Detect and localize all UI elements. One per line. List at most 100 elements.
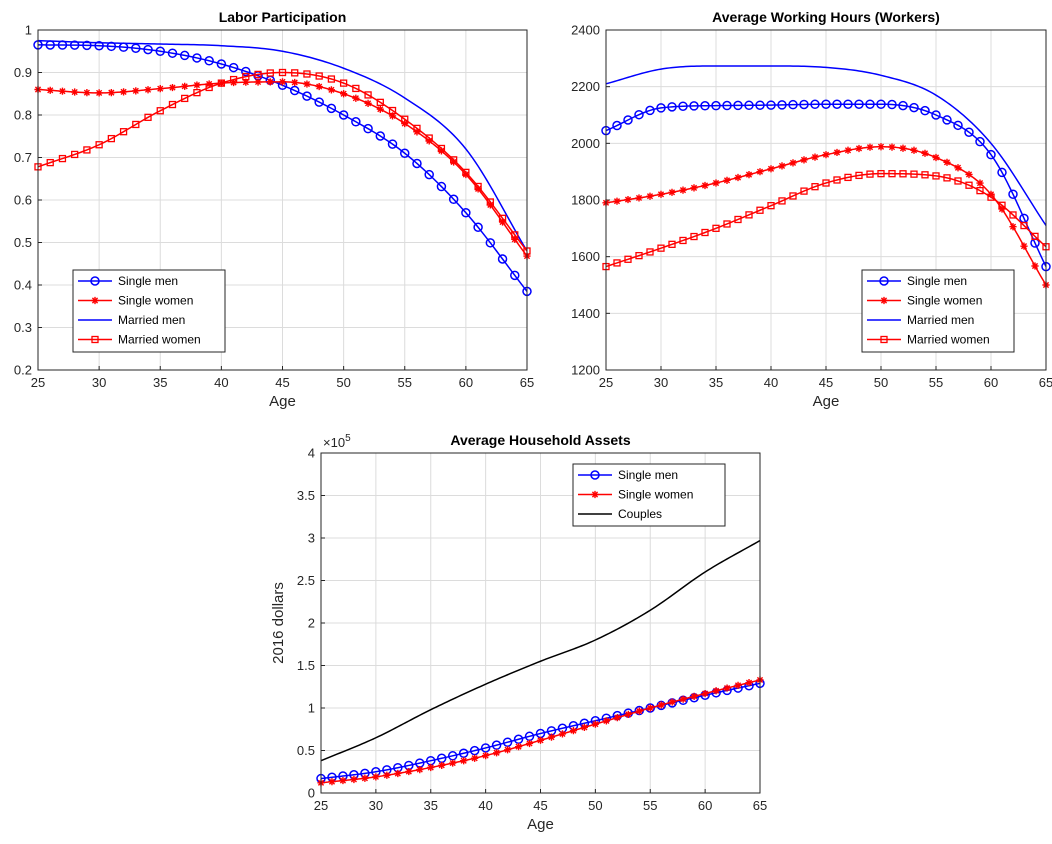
y-tick-label: 4 <box>308 446 315 461</box>
x-axis-label: Age <box>813 393 840 410</box>
data-point-marker <box>811 153 819 161</box>
data-point-marker <box>854 99 864 109</box>
data-point-marker <box>291 69 299 77</box>
data-point-marker <box>339 79 348 87</box>
data-point-marker <box>167 48 178 58</box>
series-line <box>37 39 528 252</box>
data-point-marker <box>898 100 908 111</box>
data-point-marker <box>241 66 251 77</box>
x-tick-label: 55 <box>643 798 657 813</box>
data-point-marker <box>95 89 103 97</box>
data-point-marker <box>107 134 115 143</box>
data-point-marker <box>482 752 490 760</box>
data-point-marker <box>833 148 841 157</box>
data-point-marker <box>844 146 852 154</box>
y-tick-label: 0.2 <box>14 363 32 378</box>
y-tick-label: 2200 <box>571 79 600 94</box>
legend-marker <box>91 296 99 305</box>
data-point-marker <box>315 72 323 80</box>
data-point-marker <box>216 59 227 69</box>
legend-label: Single men <box>907 274 967 288</box>
data-point-marker <box>328 778 336 786</box>
data-point-marker <box>910 170 918 178</box>
data-point-marker <box>733 100 743 111</box>
data-point-marker <box>339 776 347 785</box>
data-point-marker <box>254 78 262 86</box>
legend-item: Married men <box>78 313 185 327</box>
data-point-marker <box>866 170 874 178</box>
series-line <box>605 65 1047 226</box>
x-tick-label: 50 <box>336 375 350 390</box>
data-point-marker <box>450 158 458 166</box>
data-point-marker <box>734 173 742 182</box>
x-tick-label: 55 <box>398 375 412 390</box>
data-point-marker <box>1031 232 1039 241</box>
y-tick-label: 0.5 <box>14 235 32 250</box>
data-point-marker <box>193 88 201 97</box>
data-point-marker <box>877 143 885 151</box>
data-point-marker <box>656 103 666 113</box>
data-point-marker <box>278 68 287 77</box>
data-point-marker <box>965 170 973 179</box>
y-tick-label: 0.4 <box>14 278 32 293</box>
data-point-marker <box>383 771 391 779</box>
data-point-marker <box>657 244 665 252</box>
data-point-marker <box>668 188 676 196</box>
data-point-marker <box>83 89 91 97</box>
data-point-marker <box>461 208 471 218</box>
data-point-marker <box>387 139 398 149</box>
data-point-marker <box>361 774 369 782</box>
data-point-marker <box>58 87 67 95</box>
data-point-marker <box>843 99 853 109</box>
data-point-marker <box>987 193 995 201</box>
data-point-marker <box>205 83 213 92</box>
data-point-marker <box>69 40 80 50</box>
data-point-marker <box>503 746 512 754</box>
data-point-marker <box>71 88 79 96</box>
data-point-marker <box>932 153 940 162</box>
data-point-marker <box>413 124 421 133</box>
data-point-marker <box>635 194 643 202</box>
data-point-marker <box>678 101 688 111</box>
data-point-marker <box>667 102 677 112</box>
legend-label: Single women <box>118 294 193 308</box>
data-point-marker <box>899 170 907 178</box>
data-point-marker <box>82 40 92 51</box>
data-point-marker <box>888 143 896 151</box>
data-point-marker <box>229 75 238 84</box>
data-point-marker <box>855 171 863 180</box>
x-tick-label: 25 <box>31 375 45 390</box>
legend-item: Single women <box>78 294 193 308</box>
data-point-marker <box>821 99 831 109</box>
data-point-marker <box>493 749 501 757</box>
chart-panel-1: 25 30 35 40 45 50 55 60 65 0.2 0.3 0.4 0.5 0.6 0.7 0.8 0… <box>14 9 534 410</box>
data-point-marker <box>799 99 809 110</box>
x-axis-label: Age <box>269 393 296 410</box>
data-point-marker <box>909 102 919 113</box>
y-tick-label: 1800 <box>571 193 600 208</box>
data-point-marker <box>514 743 523 751</box>
legend-item: Single men <box>578 468 678 482</box>
data-point-marker <box>291 78 299 87</box>
legend-item: Married men <box>867 313 974 327</box>
data-point-marker <box>777 100 787 110</box>
data-point-marker <box>634 109 644 120</box>
data-point-marker <box>326 103 337 114</box>
data-point-marker <box>375 131 386 141</box>
data-point-marker <box>613 259 621 267</box>
y-axis-label: 2016 dollars <box>270 582 287 664</box>
data-point-marker <box>449 759 457 767</box>
series-line <box>37 71 528 252</box>
data-point-marker <box>943 174 951 182</box>
data-point-marker <box>352 84 360 93</box>
data-point-marker <box>314 97 324 107</box>
data-point-marker <box>498 214 507 222</box>
data-point-marker <box>156 107 164 115</box>
x-tick-label: 35 <box>153 375 167 390</box>
y-tick-label: 0.5 <box>297 743 315 758</box>
x-tick-label: 30 <box>654 375 668 390</box>
data-point-marker <box>910 146 918 154</box>
y-tick-label: 0 <box>308 786 315 801</box>
data-point-marker <box>351 117 361 127</box>
